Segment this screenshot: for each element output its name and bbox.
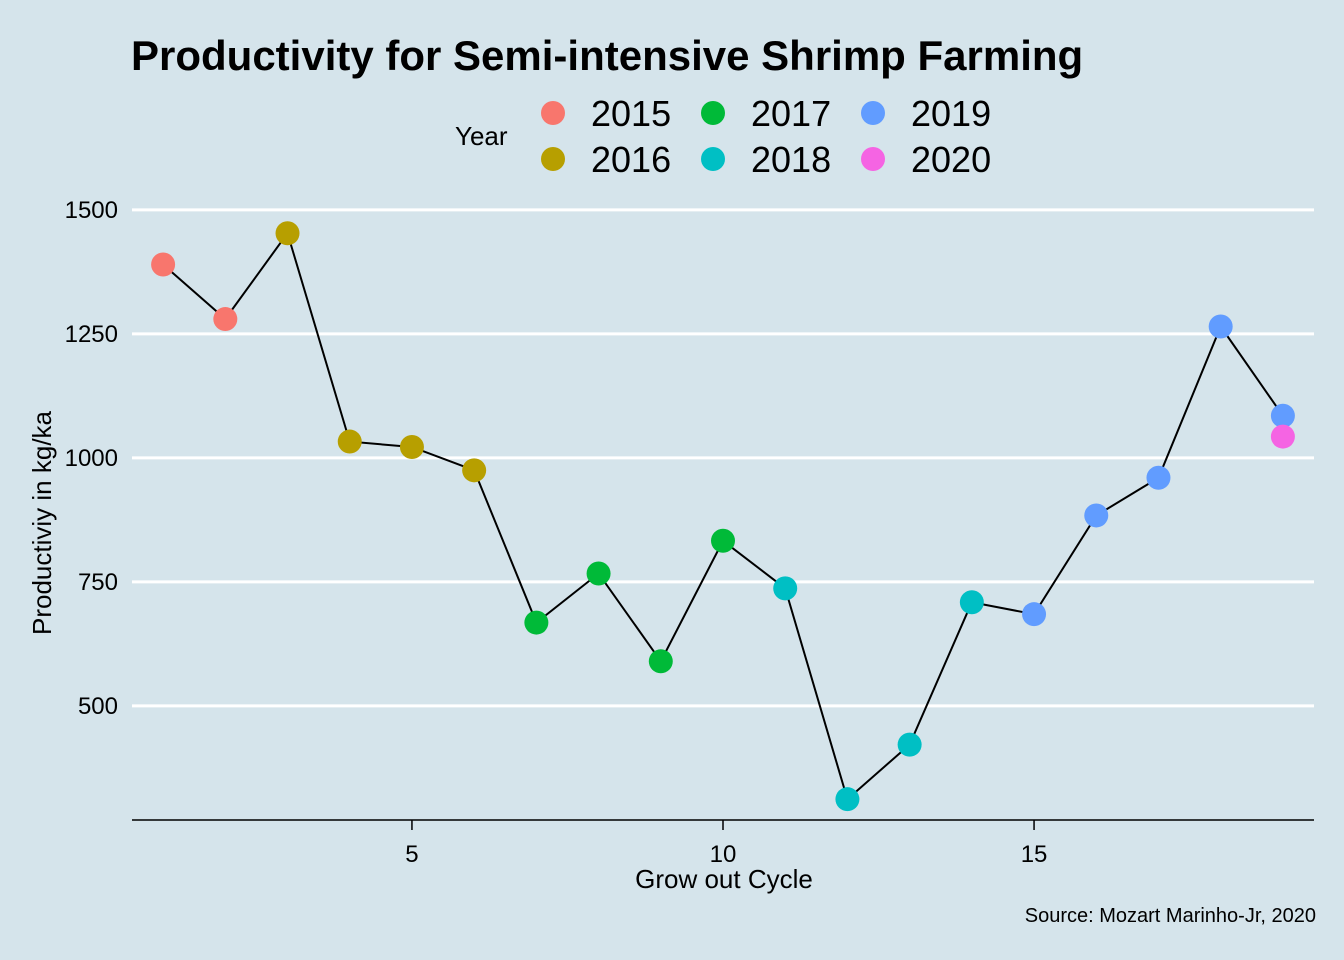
legend-label: 2018 <box>751 139 831 180</box>
y-tick-label: 500 <box>78 693 118 720</box>
data-point-2016 <box>275 221 300 246</box>
legend-label: 2017 <box>751 93 831 134</box>
legend-label: 2019 <box>911 93 991 134</box>
x-tick-label: 15 <box>1021 841 1048 868</box>
data-point-2016 <box>399 435 424 460</box>
data-point-2019 <box>1208 314 1233 339</box>
series-line <box>162 230 1284 801</box>
data-point-2018 <box>773 576 798 601</box>
data-point-2019 <box>1146 465 1171 490</box>
x-axis-label: Grow out Cycle <box>635 864 813 894</box>
data-point-2017 <box>711 528 735 553</box>
data-point-2016 <box>337 429 362 454</box>
legend-label: 2016 <box>591 139 671 180</box>
x-tick-label: 5 <box>405 841 418 868</box>
y-tick-label: 750 <box>78 569 118 596</box>
legend-title: Year <box>455 121 508 151</box>
y-tick-label: 1500 <box>65 197 118 224</box>
data-points <box>151 221 1295 812</box>
legend: Year 2015 2016 2017 2018 2019 2020 <box>455 93 991 180</box>
legend-key-2015 <box>541 101 565 125</box>
data-point-2015 <box>151 252 176 277</box>
legend-label: 2015 <box>591 93 671 134</box>
data-point-2015 <box>213 307 238 332</box>
x-tick-label: 10 <box>710 841 737 868</box>
data-point-2016 <box>462 458 487 483</box>
legend-key-2018 <box>701 147 725 171</box>
legend-key-2020 <box>861 147 885 171</box>
legend-key-2016 <box>541 147 565 171</box>
data-point-2019 <box>1270 403 1295 428</box>
y-tick-label: 1000 <box>65 445 118 472</box>
productivity-line <box>162 230 1284 801</box>
caption: Source: Mozart Marinho-Jr, 2020 <box>1025 905 1316 927</box>
legend-key-2019 <box>861 101 885 125</box>
y-tick-label: 1250 <box>65 321 118 348</box>
data-point-2017 <box>586 561 611 586</box>
data-point-2018 <box>897 732 922 757</box>
grid: 500 750 1000 1250 1500 <box>65 197 1314 720</box>
legend-key-2017 <box>701 101 725 125</box>
data-point-2017 <box>648 649 673 674</box>
data-point-2017 <box>524 610 549 635</box>
data-point-2020 <box>1270 424 1295 449</box>
data-point-2018 <box>835 787 860 812</box>
legend-label: 2020 <box>911 139 991 180</box>
data-point-2018 <box>959 590 984 615</box>
y-axis-label: Productiviy in kg/ka <box>27 410 57 635</box>
data-point-2019 <box>1084 503 1109 528</box>
data-point-2019 <box>1022 602 1047 627</box>
chart-title: Productivity for Semi-intensive Shrimp F… <box>131 32 1083 79</box>
axes: 5 10 15 <box>132 819 1314 868</box>
